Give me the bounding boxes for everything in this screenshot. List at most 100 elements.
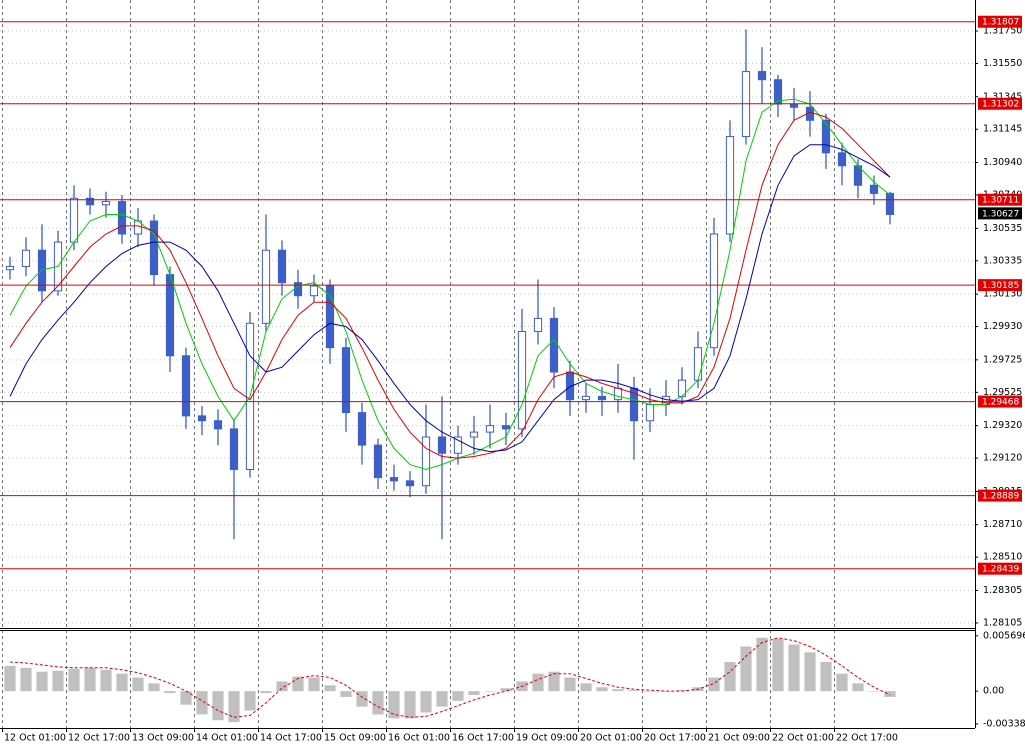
candle-body [341, 347, 351, 414]
candle-body [597, 395, 607, 401]
candle-body [373, 444, 383, 479]
histogram-bar [644, 691, 656, 692]
histogram-bar [100, 669, 112, 692]
histogram-bar [452, 691, 464, 701]
current-price-tag [978, 207, 1022, 220]
histogram-bar [116, 673, 128, 692]
histogram-bar [868, 691, 880, 692]
histogram-bar [20, 667, 32, 692]
overlay-layer: 1.31807 1.31302 1.30711 1.30185 1.29468 1.288… [0, 15, 1022, 575]
histogram-bar [372, 691, 384, 715]
histogram-bar [532, 673, 544, 692]
candle-body [21, 249, 31, 267]
x-tick-label: 12 Oct 17:00 [68, 733, 130, 744]
candle-body [309, 285, 319, 297]
level-tag [978, 489, 1022, 502]
candle-body [485, 425, 495, 433]
histogram-bar [36, 671, 48, 692]
y-tick-label: 1.28305 [983, 585, 1022, 596]
candle-body [69, 197, 79, 243]
histogram-bar [820, 662, 832, 692]
histogram-bar [724, 662, 736, 692]
histogram-bar [468, 691, 480, 696]
candle-body [325, 285, 335, 349]
histogram-bar [164, 691, 176, 694]
x-tick-label: 22 Oct 17:00 [836, 733, 898, 744]
histogram-bar [836, 673, 848, 692]
histogram-bar [276, 681, 288, 692]
candle-body [37, 249, 47, 292]
candle-body [789, 103, 799, 108]
x-tick-label: 14 Oct 17:00 [260, 733, 322, 744]
candle-body [613, 387, 623, 401]
candle-body [149, 220, 159, 276]
histogram-bar [292, 676, 304, 692]
histogram-bar [388, 691, 400, 719]
level-label: 1.30711 [982, 196, 1019, 206]
candle-body [101, 201, 111, 206]
level-label: 1.29468 [982, 398, 1019, 408]
candle-body [709, 233, 719, 349]
candle-body [469, 431, 479, 438]
x-tick-label: 16 Oct 01:00 [388, 733, 450, 744]
histogram-bar [708, 677, 720, 692]
y-tick-label: 1.28105 [983, 617, 1022, 628]
level-tag [978, 395, 1022, 408]
y-tick-label: 1.28510 [983, 552, 1022, 563]
candle-body [437, 436, 447, 454]
histogram-bar [628, 690, 640, 692]
histogram-bar [132, 677, 144, 692]
level-tag [978, 15, 1022, 28]
candle-body [821, 119, 831, 154]
candle-body [757, 71, 767, 81]
candle-body [277, 249, 287, 284]
y-tick-label: 1.29525 [983, 387, 1022, 398]
y-tick-label: 1.31550 [983, 58, 1022, 69]
candle-body [357, 412, 367, 446]
histogram-bar [804, 652, 816, 692]
x-tick-label: 21 Oct 09:00 [708, 733, 770, 744]
x-tick-label: 15 Oct 09:00 [324, 733, 386, 744]
histogram-bar [740, 646, 752, 692]
candle-body [85, 197, 95, 206]
histogram-bar [196, 691, 208, 715]
y-tick-label: 1.29725 [983, 354, 1022, 365]
candle-body [261, 249, 271, 324]
candle-body [405, 480, 415, 487]
candle-body [581, 395, 591, 401]
histogram-bar [4, 665, 16, 692]
candle-body [725, 136, 735, 235]
current-price-label: 1.30627 [982, 209, 1019, 219]
x-tick-label: 22 Oct 01:00 [772, 733, 834, 744]
histogram-bar [660, 691, 672, 692]
x-tick-label: 20 Oct 01:00 [580, 733, 642, 744]
histogram-bar [612, 689, 624, 692]
level-tag [978, 279, 1022, 292]
histogram-bar [68, 668, 80, 692]
histogram-bar [244, 691, 256, 711]
level-label: 1.31302 [982, 100, 1019, 110]
x-tick-label: 20 Oct 17:00 [644, 733, 706, 744]
y-tick-label: 1.29120 [983, 453, 1022, 464]
x-tick-label: 16 Oct 17:00 [452, 733, 514, 744]
y-tick-label: 0.00 [983, 686, 1004, 697]
level-tag [978, 562, 1022, 575]
level-label: 1.28439 [982, 565, 1019, 575]
candle-body [837, 152, 847, 167]
moving-average [9, 111, 891, 459]
candle-body [645, 404, 655, 422]
level-label: 1.31807 [982, 18, 1019, 28]
candle-body [869, 184, 879, 194]
x-tick-label: 19 Oct 09:00 [516, 733, 578, 744]
histogram-bar [596, 687, 608, 692]
x-tick-label: 13 Oct 09:00 [132, 733, 194, 744]
candle-body [885, 192, 895, 215]
histogram-bar [180, 691, 192, 705]
x-tick-label: 12 Oct 01:00 [4, 733, 66, 744]
level-tag [978, 193, 1022, 206]
histogram-bar [324, 685, 336, 692]
candle-body [549, 317, 559, 373]
